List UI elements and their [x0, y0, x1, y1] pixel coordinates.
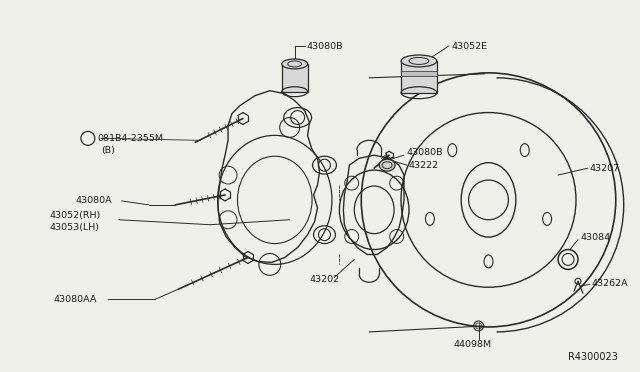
Text: 43222: 43222 — [409, 161, 439, 170]
Text: 43084: 43084 — [581, 233, 611, 242]
Text: 43080B: 43080B — [307, 42, 343, 51]
Ellipse shape — [379, 159, 395, 171]
Text: 43080A: 43080A — [76, 196, 113, 205]
Text: (B): (B) — [101, 146, 115, 155]
Text: R4300023: R4300023 — [568, 352, 618, 362]
Text: 43052E: 43052E — [452, 42, 488, 51]
Text: 43080AA: 43080AA — [53, 295, 97, 304]
Ellipse shape — [401, 55, 437, 67]
Text: 081B4-2355M: 081B4-2355M — [98, 134, 164, 143]
Bar — [401, 61, 437, 93]
Text: 43202: 43202 — [310, 275, 340, 284]
Text: 44098M: 44098M — [454, 340, 492, 349]
Bar — [282, 64, 308, 92]
Text: 43053(LH): 43053(LH) — [49, 223, 99, 232]
Text: 43207: 43207 — [590, 164, 620, 173]
Bar — [401, 71, 437, 76]
Text: 43080B: 43080B — [407, 148, 444, 157]
Text: 43052(RH): 43052(RH) — [49, 211, 100, 220]
Ellipse shape — [282, 59, 308, 69]
Text: 43262A: 43262A — [592, 279, 628, 288]
